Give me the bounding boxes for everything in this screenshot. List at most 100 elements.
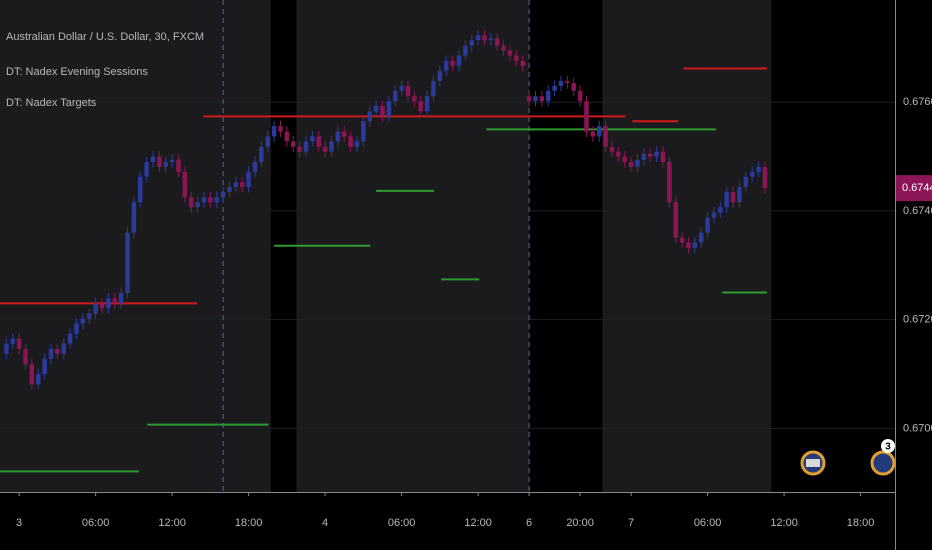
candle bbox=[16, 333, 22, 355]
candle bbox=[214, 191, 219, 208]
candle-body bbox=[514, 55, 519, 61]
candle-body bbox=[310, 136, 315, 142]
event-flag[interactable] bbox=[870, 450, 896, 476]
candle-body bbox=[392, 90, 398, 102]
candle bbox=[443, 55, 449, 77]
candle-body bbox=[169, 159, 175, 163]
candle-body bbox=[456, 55, 462, 66]
candle-body bbox=[386, 101, 392, 117]
x-tick-label: 12:00 bbox=[158, 517, 186, 529]
candle bbox=[526, 90, 532, 107]
candle-body bbox=[686, 242, 691, 248]
candle-body bbox=[214, 197, 219, 203]
candle-body bbox=[622, 156, 627, 163]
candle-body bbox=[316, 136, 321, 147]
candle-body bbox=[259, 146, 264, 163]
candle-body bbox=[131, 202, 137, 233]
candle bbox=[278, 120, 283, 137]
candle bbox=[150, 151, 156, 168]
candle bbox=[201, 191, 207, 208]
candle-body bbox=[673, 202, 678, 238]
candle-body bbox=[762, 166, 768, 189]
candle-body bbox=[87, 313, 92, 319]
candle bbox=[641, 148, 647, 166]
candle bbox=[144, 156, 149, 183]
candle bbox=[157, 151, 162, 173]
candle bbox=[284, 126, 290, 147]
candle-body bbox=[552, 85, 557, 91]
candle-body bbox=[93, 303, 98, 314]
candle bbox=[259, 141, 264, 168]
event-icon[interactable] bbox=[800, 450, 826, 476]
candle-body bbox=[201, 197, 207, 203]
candle-body bbox=[463, 45, 468, 56]
candle-body bbox=[412, 96, 417, 102]
candle-body bbox=[405, 85, 411, 97]
candle bbox=[36, 368, 41, 390]
candle-body bbox=[329, 141, 334, 152]
candle bbox=[118, 287, 124, 309]
candle bbox=[125, 227, 130, 299]
candle bbox=[616, 146, 621, 163]
candle bbox=[29, 358, 35, 390]
candle-body bbox=[271, 126, 277, 137]
candle bbox=[373, 100, 379, 117]
candle-body bbox=[475, 35, 481, 41]
indicator-name: DT: Nadex Evening Sessions bbox=[6, 66, 148, 78]
candle-body bbox=[361, 121, 366, 142]
candle bbox=[291, 135, 296, 153]
candle bbox=[647, 148, 653, 163]
candle bbox=[233, 176, 239, 193]
candle-body bbox=[635, 159, 640, 167]
candle bbox=[220, 186, 226, 203]
candle bbox=[718, 201, 723, 219]
candle-body bbox=[501, 45, 506, 51]
candle bbox=[679, 232, 685, 248]
candle-body bbox=[526, 96, 532, 102]
candle-body bbox=[616, 151, 621, 157]
candle bbox=[501, 40, 506, 56]
candle bbox=[106, 293, 111, 314]
candle-body bbox=[399, 85, 404, 91]
candle-body bbox=[482, 35, 487, 41]
candle bbox=[456, 50, 462, 72]
x-tick-label: 18:00 bbox=[847, 517, 875, 529]
candle-body bbox=[730, 191, 736, 203]
candle-body bbox=[138, 176, 143, 203]
event-badge-count: 3 bbox=[885, 442, 891, 453]
candle bbox=[354, 135, 360, 153]
candle-body bbox=[176, 159, 181, 172]
candle bbox=[539, 90, 545, 107]
candle-body bbox=[424, 96, 430, 112]
candle-body bbox=[584, 101, 589, 132]
candle bbox=[628, 156, 634, 173]
candle bbox=[756, 161, 761, 178]
candle bbox=[341, 126, 347, 142]
candle bbox=[418, 95, 423, 117]
candle-body bbox=[367, 111, 372, 122]
candle-body bbox=[112, 298, 117, 304]
candle-body bbox=[488, 38, 494, 41]
candle-body bbox=[603, 126, 608, 147]
candle-body bbox=[106, 298, 111, 309]
candle bbox=[577, 85, 583, 107]
candle-body bbox=[354, 141, 360, 147]
candle-body bbox=[533, 96, 538, 102]
candle bbox=[533, 90, 538, 107]
candle bbox=[271, 120, 277, 142]
x-tick-label: 12:00 bbox=[770, 517, 798, 529]
x-tick-label: 18:00 bbox=[235, 517, 263, 529]
candle bbox=[405, 80, 411, 102]
x-tick-label: 6 bbox=[526, 517, 532, 529]
candle-body bbox=[278, 126, 283, 132]
candle bbox=[112, 293, 117, 309]
candle bbox=[99, 297, 105, 314]
candle bbox=[654, 146, 659, 163]
candle bbox=[265, 131, 270, 153]
candle-body bbox=[565, 81, 570, 84]
event-icon[interactable]: 3 bbox=[870, 439, 896, 476]
candle-body bbox=[545, 90, 551, 102]
candle bbox=[23, 343, 28, 370]
candle bbox=[494, 33, 500, 52]
